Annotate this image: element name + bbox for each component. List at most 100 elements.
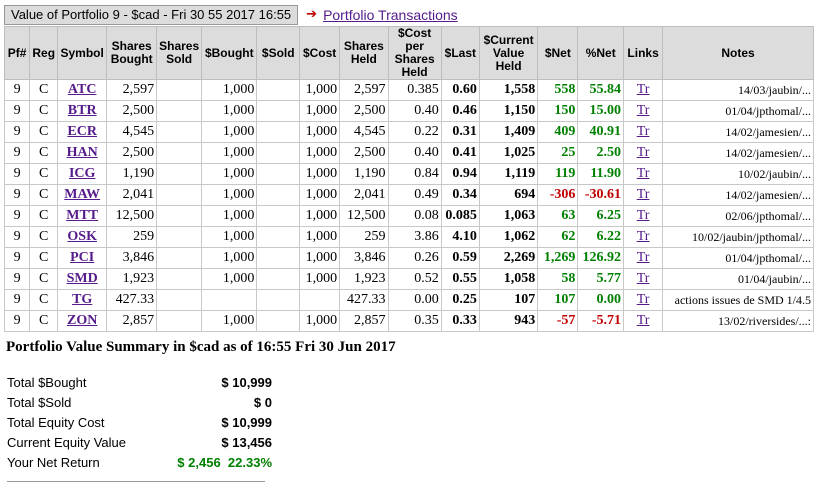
cell-pf: 9 <box>3 142 31 164</box>
column-header: Notes <box>662 26 814 80</box>
cell-dsold <box>256 79 301 101</box>
cell-pct: 2.50 <box>577 142 625 164</box>
cell-cost: 1,000 <box>299 268 341 290</box>
cell-bought: 1,190 <box>106 163 158 185</box>
cell-last: 0.55 <box>440 268 480 290</box>
cell-sold <box>156 226 203 248</box>
column-header: Shares Held <box>339 26 389 80</box>
symbol-link[interactable]: ICG <box>68 166 96 181</box>
cell-cost: 1,000 <box>299 184 341 206</box>
cell-symbol: ATC <box>57 79 108 101</box>
cell-sold <box>156 247 203 269</box>
cell-dbought: 1,000 <box>201 310 258 332</box>
transactions-tr-link[interactable]: Tr <box>636 208 650 223</box>
cell-link: Tr <box>623 163 664 185</box>
symbol-link[interactable]: MAW <box>64 187 101 202</box>
transactions-tr-link[interactable]: Tr <box>636 229 650 244</box>
summary-panel: Total $Bought $ 10,999 Total $Sold $ 0 T… <box>7 373 272 473</box>
cell-last: 0.33 <box>440 310 480 332</box>
transactions-tr-link[interactable]: Tr <box>636 166 650 181</box>
cell-reg: C <box>29 142 59 164</box>
cell-note: 14/03/jaubin/... <box>662 79 814 101</box>
cell-note: 13/02/riversides/...: <box>662 310 814 332</box>
transactions-tr-link[interactable]: Tr <box>636 271 650 286</box>
cell-cps: 0.08 <box>387 205 442 227</box>
cell-link: Tr <box>623 226 664 248</box>
cell-pf: 9 <box>3 247 31 269</box>
cell-reg: C <box>29 100 59 122</box>
cell-dbought: 1,000 <box>201 142 258 164</box>
cell-sold <box>156 184 203 206</box>
cell-reg: C <box>29 79 59 101</box>
summary-row-total-equity-cost: Total Equity Cost $ 10,999 <box>7 413 272 433</box>
cell-value: 694 <box>478 184 539 206</box>
symbol-link[interactable]: ZON <box>67 313 98 328</box>
summary-value: $ 13,456 <box>221 435 272 450</box>
cell-note: 14/02/jamesien/... <box>662 142 814 164</box>
symbol-link[interactable]: ATC <box>67 82 97 97</box>
cell-note: 10/02/jaubin/jpthomal/... <box>662 226 814 248</box>
summary-label: Current Equity Value <box>7 435 126 450</box>
cell-bought: 3,846 <box>106 247 158 269</box>
page-title: Value of Portfolio 9 - $cad - Fri 30 55 … <box>4 4 299 25</box>
cell-bought: 427.33 <box>106 289 158 311</box>
summary-label: Total $Bought <box>7 375 87 390</box>
cell-last: 0.25 <box>440 289 480 311</box>
cell-pct: 55.84 <box>577 79 625 101</box>
transactions-tr-link[interactable]: Tr <box>636 145 650 160</box>
cell-dbought: 1,000 <box>201 79 258 101</box>
transactions-tr-link[interactable]: Tr <box>636 103 650 118</box>
symbol-link[interactable]: PCI <box>70 250 95 265</box>
column-header: $Current Value Held <box>478 26 539 80</box>
portfolio-transactions-link[interactable]: Portfolio Transactions <box>323 6 458 23</box>
table-row: 9 C ICG 1,190 1,000 1,000 1,190 0.84 0.94 1,119 11… <box>3 163 814 185</box>
transactions-tr-link[interactable]: Tr <box>636 292 650 307</box>
transactions-tr-link[interactable]: Tr <box>636 250 650 265</box>
cell-note: 01/04/jpthomal/... <box>662 247 814 269</box>
symbol-link[interactable]: SMD <box>66 271 98 286</box>
transactions-tr-link[interactable]: Tr <box>636 187 650 202</box>
cell-reg: C <box>29 163 59 185</box>
summary-value: $ 10,999 <box>221 375 272 390</box>
cell-reg: C <box>29 226 59 248</box>
transactions-tr-link[interactable]: Tr <box>636 82 650 97</box>
cell-link: Tr <box>623 247 664 269</box>
cell-bought: 2,857 <box>106 310 158 332</box>
cell-dbought: 1,000 <box>201 163 258 185</box>
table-row: 9 C ECR 4,545 1,000 1,000 4,545 0.22 0.31 1,409 40… <box>3 121 814 143</box>
table-row: 9 C MAW 2,041 1,000 1,000 2,041 0.49 0.34 694 -306… <box>3 184 814 206</box>
summary-row-total-bought: Total $Bought $ 10,999 <box>7 373 272 393</box>
cell-last: 0.41 <box>440 142 480 164</box>
cell-value: 107 <box>478 289 539 311</box>
symbol-link[interactable]: BTR <box>67 103 97 118</box>
cell-dsold <box>256 100 301 122</box>
cell-cps: 0.22 <box>387 121 442 143</box>
cell-sold <box>156 79 203 101</box>
symbol-link[interactable]: MTT <box>66 208 99 223</box>
column-header: $Last <box>440 26 480 80</box>
cell-cps: 0.40 <box>387 100 442 122</box>
cell-note: 02/06/jpthomal/... <box>662 205 814 227</box>
net-return-amount: $ 2,456 <box>177 455 221 470</box>
column-header: Symbol <box>57 26 108 80</box>
cell-note: 10/02/jaubin/... <box>662 163 814 185</box>
symbol-link[interactable]: OSK <box>67 229 97 244</box>
cell-cps: 0.00 <box>387 289 442 311</box>
cell-note: actions issues de SMD 1/4.5 <box>662 289 814 311</box>
transactions-tr-link[interactable]: Tr <box>636 124 650 139</box>
symbol-link[interactable]: ECR <box>67 124 97 139</box>
column-header: Pf# <box>3 26 31 80</box>
cell-symbol: OSK <box>57 226 108 248</box>
cell-note: 14/02/jamesien/... <box>662 121 814 143</box>
cell-pct: -5.71 <box>577 310 625 332</box>
cell-cps: 0.26 <box>387 247 442 269</box>
cell-cps: 3.86 <box>387 226 442 248</box>
cell-dsold <box>256 247 301 269</box>
cell-cps: 0.52 <box>387 268 442 290</box>
symbol-link[interactable]: HAN <box>66 145 98 160</box>
transactions-tr-link[interactable]: Tr <box>636 313 650 328</box>
symbol-link[interactable]: TG <box>72 292 93 307</box>
cell-cps: 0.35 <box>387 310 442 332</box>
cell-dbought: 1,000 <box>201 268 258 290</box>
cell-held: 3,846 <box>339 247 389 269</box>
